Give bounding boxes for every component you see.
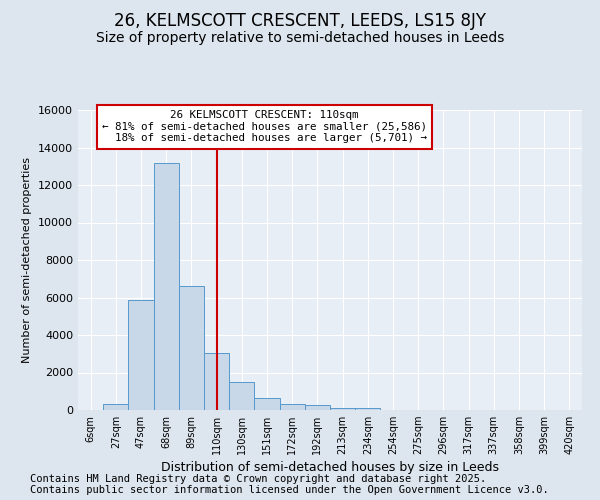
Bar bbox=[128, 300, 154, 410]
Bar bbox=[355, 408, 380, 410]
Bar bbox=[154, 162, 179, 410]
Y-axis label: Number of semi-detached properties: Number of semi-detached properties bbox=[22, 157, 32, 363]
Bar bbox=[305, 405, 330, 410]
Text: 26 KELMSCOTT CRESCENT: 110sqm
← 81% of semi-detached houses are smaller (25,586): 26 KELMSCOTT CRESCENT: 110sqm ← 81% of s… bbox=[102, 110, 427, 143]
Text: Contains public sector information licensed under the Open Government Licence v3: Contains public sector information licen… bbox=[30, 485, 549, 495]
Text: 26, KELMSCOTT CRESCENT, LEEDS, LS15 8JY: 26, KELMSCOTT CRESCENT, LEEDS, LS15 8JY bbox=[114, 12, 486, 30]
Text: Contains HM Land Registry data © Crown copyright and database right 2025.: Contains HM Land Registry data © Crown c… bbox=[30, 474, 486, 484]
Bar bbox=[229, 382, 254, 410]
Bar bbox=[280, 404, 305, 410]
Bar bbox=[179, 286, 204, 410]
Text: Size of property relative to semi-detached houses in Leeds: Size of property relative to semi-detach… bbox=[96, 31, 504, 45]
Bar bbox=[330, 408, 355, 410]
Bar bbox=[204, 353, 229, 410]
Bar bbox=[103, 404, 128, 410]
Bar bbox=[254, 398, 280, 410]
X-axis label: Distribution of semi-detached houses by size in Leeds: Distribution of semi-detached houses by … bbox=[161, 462, 499, 474]
